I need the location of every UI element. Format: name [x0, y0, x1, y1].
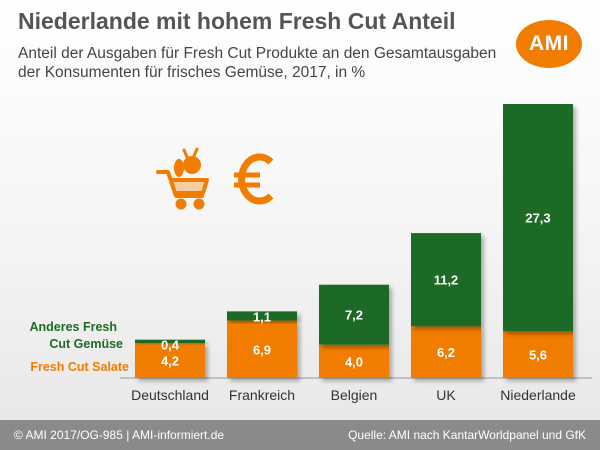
euro-icon	[234, 153, 274, 205]
legend-gemuese-line-2: Cut Gemüse	[49, 337, 123, 351]
x-tick-label-belgien: Belgien	[331, 387, 378, 403]
bar-salate-frankreich	[227, 320, 297, 378]
bar-gemuese-frankreich	[227, 311, 297, 321]
stacked-bar-chart: Anderes Fresh Cut Gemüse Fresh Cut Salat…	[29, 104, 592, 403]
label-gemuese-niederlande: 27,3	[525, 211, 550, 226]
label-salate-frankreich: 6,9	[253, 342, 271, 357]
footer-source: Quelle: AMI nach KantarWorldpanel und Gf…	[348, 428, 586, 442]
label-gemuese-uk: 11,2	[434, 273, 459, 288]
bar-salate-deutschland	[135, 343, 205, 378]
chart-subtitle: Anteil der Ausgaben für Fresh Cut Produk…	[18, 45, 497, 81]
shopping-cart-vegetables-icon	[156, 147, 209, 210]
bar-salate-belgien	[319, 344, 389, 378]
label-salate-belgien: 4,0	[345, 354, 363, 369]
x-tick-label-niederlande: Niederlande	[500, 387, 576, 403]
bar-gemuese-deutschland	[135, 339, 205, 344]
x-tick-label-deutschland: Deutschland	[131, 387, 209, 403]
bar-gemuese-belgien	[319, 284, 389, 345]
legend-salate: Fresh Cut Salate	[30, 360, 129, 374]
label-salate-deutschland: 4,2	[161, 354, 179, 369]
label-salate-uk: 6,2	[437, 345, 455, 360]
x-tick-label-uk: UK	[436, 387, 456, 403]
footer-bar: © AMI 2017/OG-985 | AMI-informiert.de Qu…	[0, 420, 600, 450]
legend-gemuese-line-1: Anderes Fresh	[29, 320, 117, 334]
label-gemuese-frankreich: 1,1	[253, 309, 271, 324]
label-gemuese-deutschland: 0,4	[161, 338, 180, 353]
x-tick-label-frankreich: Frankreich	[229, 387, 295, 403]
bar-gemuese-uk	[411, 233, 481, 327]
page-title: Niederlande mit hohem Fresh Cut Anteil	[18, 8, 456, 34]
label-salate-niederlande: 5,6	[529, 348, 547, 363]
label-gemuese-belgien: 7,2	[345, 308, 363, 323]
bar-salate-uk	[411, 326, 481, 378]
bar-salate-niederlande	[503, 331, 573, 378]
bars-group: 4,20,4 Deutschland 6,9 1,1 Frankreich 4,0 7,2 B…	[131, 104, 576, 403]
footer-copyright: © AMI 2017/OG-985 | AMI-informiert.de	[14, 428, 225, 442]
bar-gemuese-niederlande	[503, 104, 573, 332]
ami-logo: AMI	[516, 20, 582, 68]
